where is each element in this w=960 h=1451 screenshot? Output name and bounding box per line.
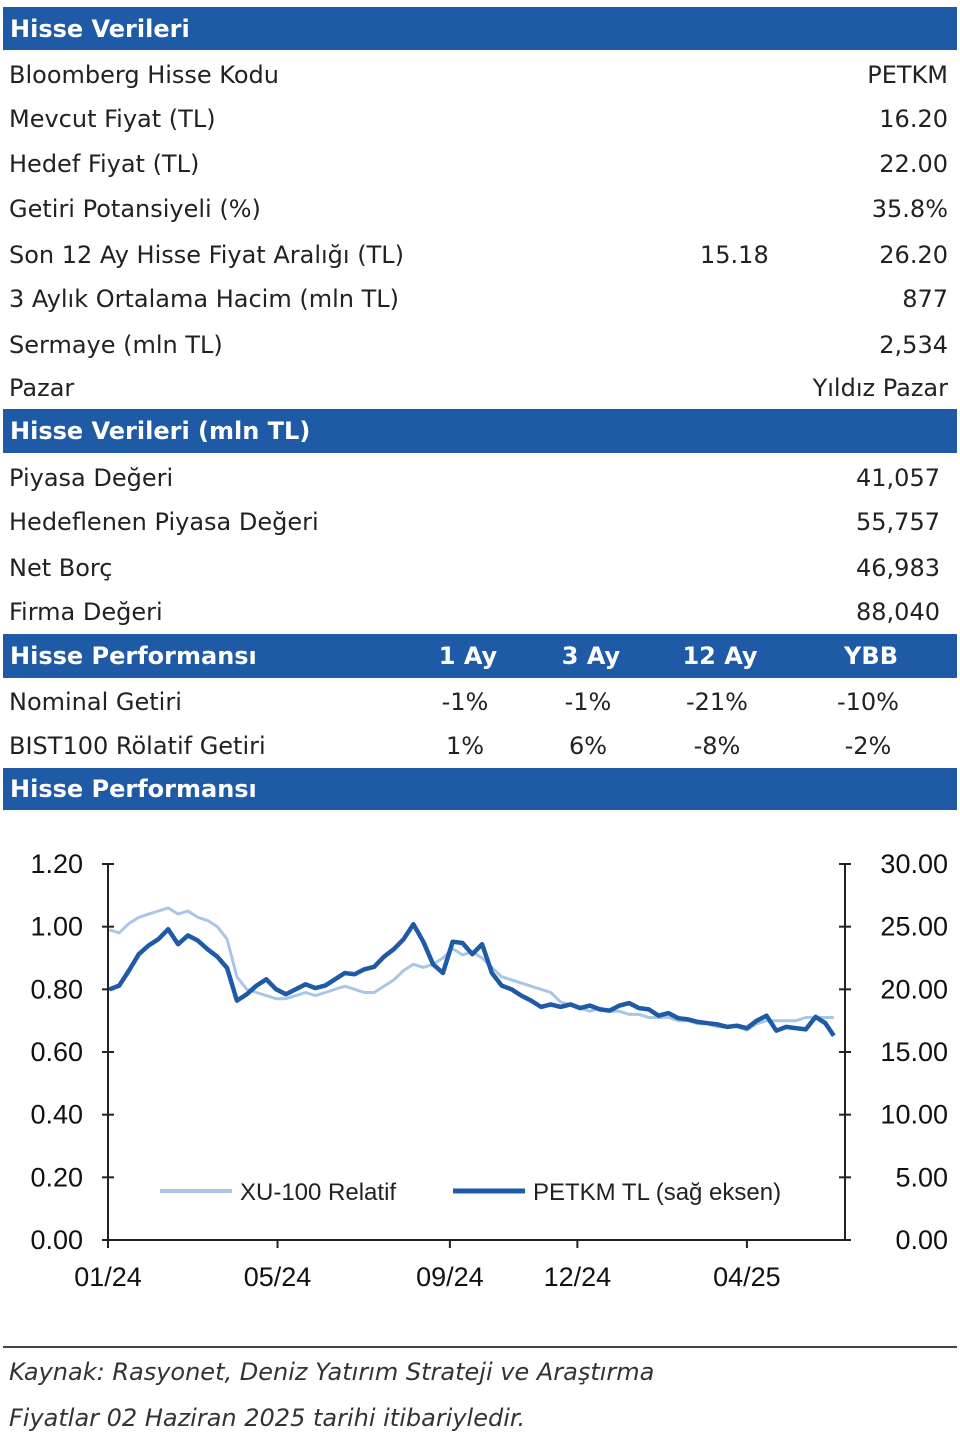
- chart-header: Hisse Performansı: [3, 768, 957, 810]
- chart-title: Hisse Performansı: [10, 775, 257, 803]
- row-value: 16.20: [879, 105, 948, 133]
- petkm-price-line: [108, 921, 836, 1037]
- performance-chart: 0.00 0.20 0.40 0.60 0.80 1.00 1.20 0.00 5.00 10.0…: [30, 849, 948, 1292]
- right-tick-label: 30.00: [880, 849, 948, 879]
- cell: -10%: [836, 688, 899, 716]
- row-label: Bloomberg Hisse Kodu: [9, 61, 279, 89]
- row-value: 55,757: [856, 508, 940, 536]
- row-value: 2,534: [879, 331, 948, 359]
- table-row: Getiri Potansiyeli (%) 35.8%: [0, 187, 960, 231]
- row-value: 88,040: [856, 598, 940, 626]
- x-tick-label: 01/24: [74, 1262, 142, 1292]
- row-value: 22.00: [879, 150, 948, 178]
- table-row: Son 12 Ay Hisse Fiyat Aralığı (TL) 15.18…: [0, 233, 960, 277]
- footer-divider: [3, 1346, 957, 1348]
- col-3-month: 3 Ay: [561, 642, 621, 670]
- row-label: BIST100 Rölatif Getiri: [9, 732, 266, 760]
- row-label: Son 12 Ay Hisse Fiyat Aralığı (TL): [9, 241, 404, 269]
- right-tick-label: 0.00: [895, 1225, 948, 1255]
- cell: 6%: [568, 732, 608, 760]
- table-row: Nominal Getiri -1% -1% -21% -10%: [0, 680, 960, 724]
- row-label: Nominal Getiri: [9, 688, 182, 716]
- cell: -1%: [564, 688, 612, 716]
- chart-series: [108, 906, 836, 1037]
- row-label: Sermaye (mln TL): [9, 331, 223, 359]
- source-note: Kaynak: Rasyonet, Deniz Yatırım Strateji…: [9, 1358, 655, 1386]
- table-row: Pazar Yıldız Pazar: [0, 366, 960, 410]
- left-tick-label: 1.20: [30, 849, 83, 879]
- row-label: 3 Aylık Ortalama Hacim (mln TL): [9, 285, 399, 313]
- performance-title: Hisse Performansı: [10, 642, 257, 670]
- x-tick-label: 04/25: [713, 1262, 781, 1292]
- right-tick-label: 20.00: [880, 974, 948, 1004]
- row-value: PETKM: [867, 61, 948, 89]
- row-label: Net Borç: [9, 554, 113, 582]
- stock-data-header: Hisse Verileri: [3, 7, 957, 50]
- row-value: 35.8%: [871, 195, 948, 223]
- date-note: Fiyatlar 02 Haziran 2025 tarihi itibariy…: [9, 1404, 526, 1432]
- table-row: Net Borç 46,983: [0, 546, 960, 590]
- right-tick-label: 25.00: [880, 912, 948, 942]
- market-data-header: Hisse Verileri (mln TL): [3, 409, 957, 453]
- xu100-relative-line: [108, 906, 834, 1032]
- right-tick-label: 10.00: [880, 1100, 948, 1130]
- col-12-month: 12 Ay: [682, 642, 758, 670]
- table-row: Mevcut Fiyat (TL) 16.20: [0, 97, 960, 141]
- table-row: Hedef Fiyat (TL) 22.00: [0, 142, 960, 186]
- table-row: BIST100 Rölatif Getiri 1% 6% -8% -2%: [0, 724, 960, 768]
- row-label: Mevcut Fiyat (TL): [9, 105, 216, 133]
- left-tick-label: 0.20: [30, 1162, 83, 1192]
- row-label: Piyasa Değeri: [9, 464, 174, 492]
- market-data-title: Hisse Verileri (mln TL): [10, 417, 311, 445]
- left-tick-label: 0.40: [30, 1100, 83, 1130]
- row-value: 877: [902, 285, 948, 313]
- cell: -2%: [844, 732, 892, 760]
- table-row: Piyasa Değeri 41,057: [0, 456, 960, 500]
- cell: -21%: [685, 688, 748, 716]
- chart-axes: 0.00 0.20 0.40 0.60 0.80 1.00 1.20 0.00 5.00 10.0…: [30, 849, 948, 1292]
- left-tick-label: 0.00: [30, 1225, 83, 1255]
- row-label: Getiri Potansiyeli (%): [9, 195, 261, 223]
- row-label: Firma Değeri: [9, 598, 163, 626]
- chart-legend: XU-100 Relatif PETKM TL (sağ eksen): [160, 1179, 781, 1206]
- table-row: Firma Değeri 88,040: [0, 590, 960, 634]
- x-tick-label: 12/24: [544, 1262, 612, 1292]
- left-tick-label: 0.60: [30, 1037, 83, 1067]
- range-low-value: 15.18: [700, 241, 769, 269]
- table-row: 3 Aylık Ortalama Hacim (mln TL) 877: [0, 277, 960, 321]
- cell: -1%: [441, 688, 489, 716]
- right-tick-label: 15.00: [880, 1037, 948, 1067]
- col-ytd: YBB: [844, 642, 898, 670]
- row-value: 46,983: [856, 554, 940, 582]
- performance-header: Hisse Performansı 1 Ay 3 Ay 12 Ay YBB: [3, 634, 957, 678]
- row-label: Pazar: [9, 374, 75, 402]
- left-tick-label: 1.00: [30, 912, 83, 942]
- cell: 1%: [445, 732, 485, 760]
- table-row: Bloomberg Hisse Kodu PETKM: [0, 53, 960, 97]
- row-label: Hedef Fiyat (TL): [9, 150, 200, 178]
- x-tick-label: 05/24: [244, 1262, 312, 1292]
- row-value: 41,057: [856, 464, 940, 492]
- row-value: 26.20: [879, 241, 948, 269]
- row-label: Hedeflenen Piyasa Değeri: [9, 508, 319, 536]
- table-row: Hedeflenen Piyasa Değeri 55,757: [0, 500, 960, 544]
- row-value: Yıldız Pazar: [812, 374, 948, 402]
- legend-label-petkm: PETKM TL (sağ eksen): [533, 1179, 781, 1206]
- stock-data-title: Hisse Verileri: [10, 14, 190, 43]
- right-tick-label: 5.00: [895, 1162, 948, 1192]
- cell: -8%: [693, 732, 741, 760]
- table-row: Sermaye (mln TL) 2,534: [0, 323, 960, 367]
- legend-label-xu100: XU-100 Relatif: [240, 1179, 396, 1206]
- left-tick-label: 0.80: [30, 974, 83, 1004]
- x-tick-label: 09/24: [416, 1262, 484, 1292]
- col-1-month: 1 Ay: [438, 642, 498, 670]
